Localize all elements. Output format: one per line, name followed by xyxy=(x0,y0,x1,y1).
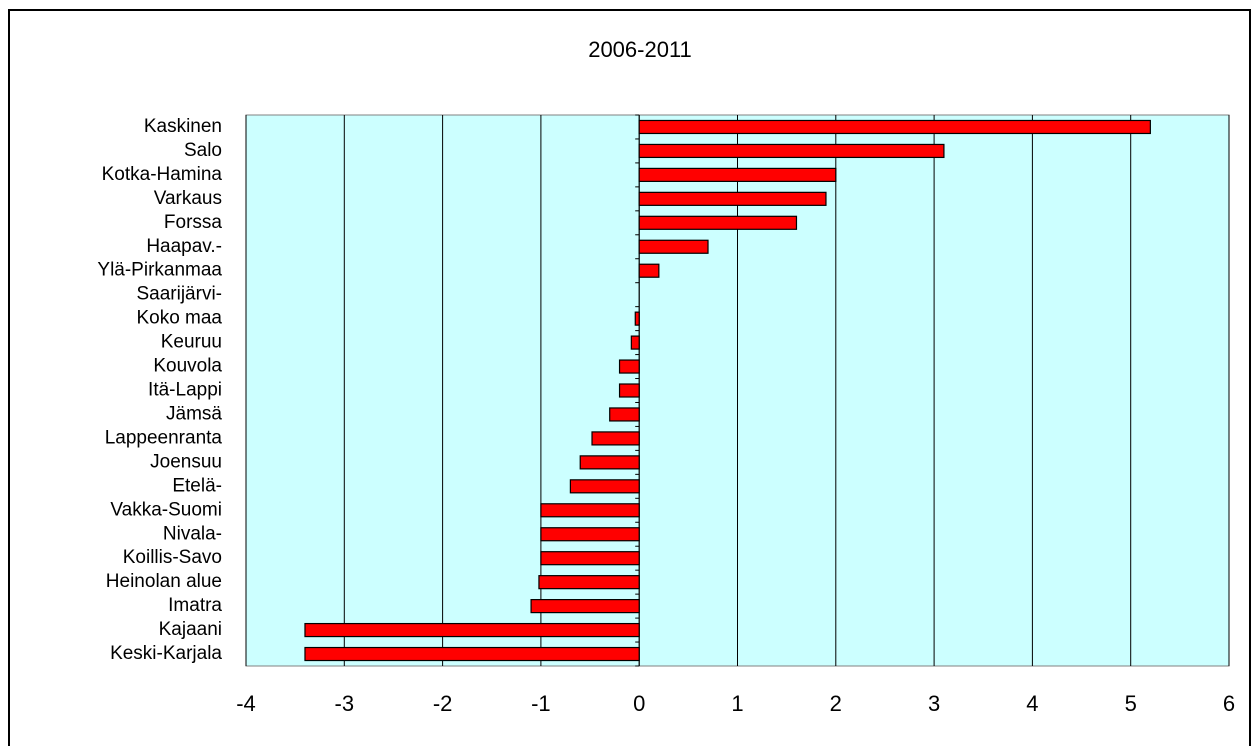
bar xyxy=(540,527,640,542)
bar xyxy=(638,119,1151,135)
y-tick-label: Itä-Lappi xyxy=(148,380,222,401)
bar xyxy=(638,215,798,230)
x-tick-label: 0 xyxy=(633,691,645,716)
y-tick-label: Kaskinen xyxy=(144,116,222,137)
y-tick-label: Vakka-Suomi xyxy=(110,499,222,520)
y-tick-label: Koillis-Savo xyxy=(123,547,222,568)
y-tick-label: Haapav.- xyxy=(146,236,222,257)
y-tick-label: Imatra xyxy=(168,595,222,616)
bar xyxy=(638,143,945,159)
bar xyxy=(591,431,640,446)
y-tick-label: Nivala- xyxy=(163,523,222,544)
y-tick-label: Kajaani xyxy=(159,619,222,640)
bar xyxy=(540,503,640,518)
bar xyxy=(630,335,640,350)
bar xyxy=(579,455,640,470)
bar xyxy=(638,167,837,182)
y-tick-label: Heinolan alue xyxy=(106,571,222,592)
bar xyxy=(304,622,640,638)
x-tick-label: 1 xyxy=(731,691,743,716)
bar xyxy=(638,239,709,254)
x-tick-label: 6 xyxy=(1223,691,1235,716)
x-tick-label: -1 xyxy=(531,691,551,716)
y-tick-label: Salo xyxy=(184,140,222,161)
y-tick-label: Jämsä xyxy=(166,403,222,424)
y-tick-label: Varkaus xyxy=(154,188,222,209)
x-tick-label: -3 xyxy=(335,691,355,716)
y-tick-label: Keski-Karjala xyxy=(110,643,222,664)
bar xyxy=(618,383,640,398)
y-tick-label: Koko maa xyxy=(136,308,222,329)
y-tick-label: Lappeenranta xyxy=(105,427,223,448)
bar xyxy=(638,263,660,278)
bar xyxy=(638,191,827,206)
bar xyxy=(304,646,640,662)
y-tick-label: Kotka-Hamina xyxy=(102,164,223,185)
y-tick-label: Etelä- xyxy=(172,475,222,496)
bar xyxy=(609,407,640,422)
x-tick-label: -4 xyxy=(236,691,256,716)
x-tick-label: 5 xyxy=(1125,691,1137,716)
bar xyxy=(540,551,640,566)
y-tick-label: Joensuu xyxy=(150,451,222,472)
bar xyxy=(530,599,640,614)
y-tick-label: Keuruu xyxy=(161,332,222,353)
y-tick-label: Forssa xyxy=(164,212,223,233)
bar xyxy=(538,575,640,590)
bar xyxy=(618,359,640,374)
y-tick-label: Kouvola xyxy=(153,356,222,377)
bar xyxy=(634,311,640,326)
chart-title: 2006-2011 xyxy=(588,37,692,62)
x-tick-label: 2 xyxy=(830,691,842,716)
y-tick-label: Saarijärvi- xyxy=(136,284,222,305)
x-tick-label: 3 xyxy=(928,691,940,716)
x-tick-label: -2 xyxy=(433,691,453,716)
bar xyxy=(569,479,640,494)
x-tick-label: 4 xyxy=(1026,691,1038,716)
y-tick-label: Ylä-Pirkanmaa xyxy=(97,260,222,281)
